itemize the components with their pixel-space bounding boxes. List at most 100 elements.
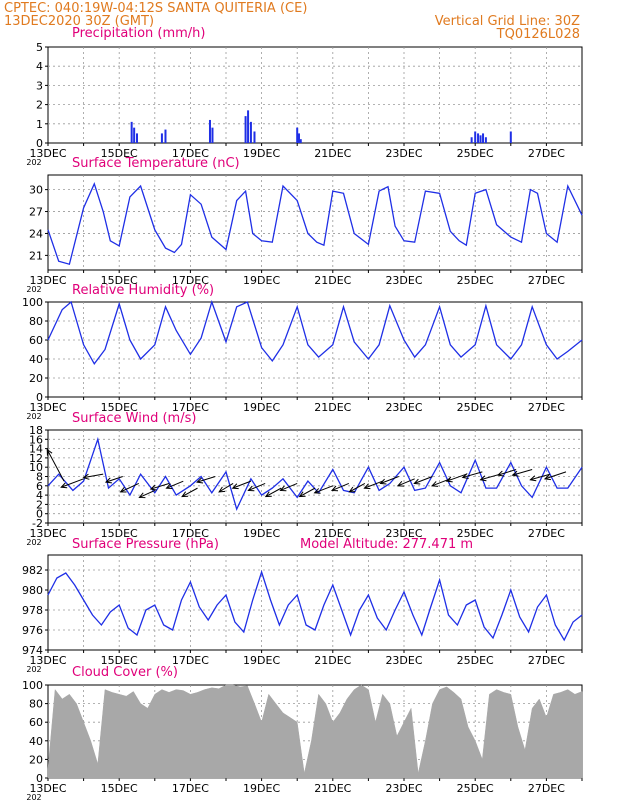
- wind-vector-shaft: [480, 473, 501, 481]
- y-tick-label: 974: [22, 644, 43, 657]
- y-tick-label: 976: [22, 624, 43, 637]
- wind-vector-head: [298, 491, 306, 498]
- series-line: [47, 299, 583, 365]
- x-tick-label: 21DEC: [314, 147, 351, 160]
- wind-vector-head: [461, 473, 469, 479]
- header-location: CPTEC: 040:19W-04:12S SANTA QUITERIA (CE…: [4, 1, 307, 16]
- x-tick-label: 13DEC: [29, 147, 66, 160]
- x-year-label: 202: [26, 158, 41, 167]
- wind-vector-head: [46, 448, 53, 456]
- x-tick-label: 25DEC: [457, 147, 494, 160]
- wind-vector-shaft: [314, 485, 333, 494]
- panel-temperature: 21 24 27 30 13DEC 15DEC 17DEC 19DEC 21DEC 23DEC 25…: [26, 156, 583, 294]
- header-date: 13DEC2020 30Z (GMT): [4, 14, 154, 29]
- precip-bar: [247, 110, 250, 143]
- wind-vector-head: [119, 486, 127, 493]
- wind-vector-head: [445, 476, 453, 483]
- x-tick-label: 17DEC: [172, 147, 209, 160]
- precip-bar: [164, 129, 167, 143]
- precip-bar: [133, 127, 136, 143]
- y-tick-label: 0: [36, 508, 43, 521]
- plot-frame: [47, 174, 583, 271]
- x-tick-label: 17DEC: [172, 782, 209, 795]
- wind-vector-shaft: [61, 478, 84, 488]
- precip-bar: [136, 133, 138, 143]
- y-tick-label: 20: [29, 372, 43, 385]
- x-tick-label: 13DEC: [29, 527, 66, 540]
- wind-vector-shaft: [497, 469, 517, 476]
- x-tick-label: 15DEC: [101, 654, 138, 667]
- precip-bar: [249, 121, 252, 143]
- x-tick-label: 27DEC: [528, 401, 565, 414]
- precip-bar: [160, 133, 163, 143]
- precip-bar: [484, 137, 487, 143]
- x-tick-label: 23DEC: [385, 782, 422, 795]
- y-tick-label: 40: [29, 353, 43, 366]
- wind-vector-shaft: [120, 483, 139, 493]
- x-tick-label: 17DEC: [172, 274, 209, 287]
- y-tick-label: 4: [36, 489, 43, 502]
- y-tick-label: 6: [36, 480, 43, 493]
- wind-vector-head: [363, 483, 371, 490]
- header-model-code: TQ0126L028: [496, 27, 580, 42]
- wind-vector-shaft: [299, 487, 316, 497]
- wind-vector-shaft: [181, 487, 198, 497]
- y-tick-label: 40: [29, 735, 43, 748]
- y-tick-label: 1: [36, 118, 43, 131]
- x-tick-label: 19DEC: [243, 782, 280, 795]
- wind-vector-head: [543, 474, 551, 481]
- plot-frame: [47, 46, 583, 144]
- x-tick-label: 25DEC: [457, 654, 494, 667]
- x-tick-label: 13DEC: [29, 654, 66, 667]
- y-tick-label: 0: [36, 137, 43, 150]
- y-tick-label: 21: [29, 249, 43, 262]
- y-tick-label: 60: [29, 334, 43, 347]
- precip-bar: [299, 139, 302, 143]
- wind-vector-head: [511, 470, 519, 477]
- wind-vector-shaft: [150, 482, 170, 490]
- wind-vector-head: [479, 475, 487, 482]
- wind-vector-shaft: [265, 487, 282, 497]
- header-grid-line: Vertical Grid Line: 30Z: [435, 14, 580, 29]
- wind-vector-head: [330, 485, 339, 492]
- precip-bar: [470, 137, 473, 143]
- y-tick-label: 60: [29, 716, 43, 729]
- x-tick-label: 15DEC: [101, 147, 138, 160]
- precip-bar: [208, 119, 211, 143]
- y-tick-label: 30: [29, 184, 43, 197]
- wind-vector-head: [313, 488, 321, 494]
- x-tick-label: 17DEC: [172, 527, 209, 540]
- x-year-label: 202: [26, 412, 41, 421]
- plot-frame: [47, 554, 583, 651]
- wind-vector-shaft: [397, 478, 415, 487]
- wind-vector-shaft: [364, 480, 383, 489]
- model-altitude-label: Model Altitude: 277.471 m: [300, 537, 473, 552]
- wind-vector-head: [196, 477, 204, 484]
- precip-bar: [509, 131, 512, 143]
- wind-vector-head: [529, 475, 537, 482]
- y-tick-label: -2: [32, 517, 43, 530]
- wind-vector-shaft: [380, 476, 399, 484]
- panel-pressure: 974 976 978 980 982 13DEC 15DEC 17DEC 19DEC 21DEC…: [22, 537, 583, 674]
- y-tick-label: 8: [36, 471, 43, 484]
- temperature-title: Surface Temperature (nC): [72, 156, 240, 171]
- wind-vector-head: [396, 481, 404, 487]
- pressure-title: Surface Pressure (hPa): [72, 537, 219, 552]
- x-tick-label: 21DEC: [314, 527, 351, 540]
- y-tick-label: 100: [22, 679, 43, 692]
- precip-bar: [297, 133, 300, 143]
- wind-vector-head: [104, 477, 112, 484]
- wind-vector-head: [82, 473, 90, 480]
- y-tick-label: 4: [36, 60, 43, 73]
- wind-vector-shaft: [218, 483, 234, 493]
- wind-vector-head: [181, 491, 189, 498]
- wind-vector-head: [138, 492, 146, 499]
- wind-vector-shaft: [462, 471, 483, 478]
- x-tick-label: 13DEC: [29, 401, 66, 414]
- y-tick-label: 3: [36, 79, 43, 92]
- cloud-cover-title: Cloud Cover (%): [72, 665, 178, 680]
- wind-vector-head: [247, 485, 255, 492]
- precip-bar: [253, 131, 256, 143]
